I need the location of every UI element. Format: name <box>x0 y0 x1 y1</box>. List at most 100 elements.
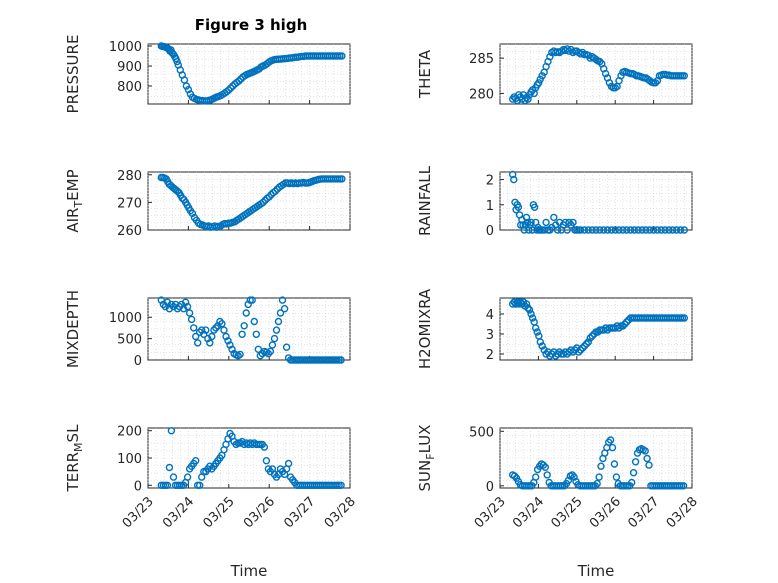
data-point <box>680 226 688 234</box>
data-point <box>638 226 646 234</box>
data-point <box>630 226 639 234</box>
subplot-8: 0 500 03/23 03/24 03/25 03/26 03/27 03/28 SUNFLU… <box>416 425 701 580</box>
data-point <box>189 324 198 332</box>
data-point <box>542 218 550 227</box>
data-point <box>680 314 688 322</box>
y-axis-label: AIRTEMP <box>64 169 85 232</box>
data-point <box>595 473 603 481</box>
y-axis-label: TERRMSL <box>64 424 85 493</box>
data-point <box>680 72 688 80</box>
data-point <box>338 52 346 60</box>
data-point <box>582 340 591 348</box>
data-point <box>225 86 233 94</box>
data-point <box>641 447 649 455</box>
data-point <box>183 473 192 481</box>
data-point <box>606 436 615 444</box>
data-point <box>679 482 688 490</box>
data-point <box>607 226 616 234</box>
y-tick-label: 1 <box>486 199 494 214</box>
data-point <box>610 460 619 468</box>
data-point <box>672 226 681 234</box>
y-tick-label: 4 <box>486 308 494 323</box>
data-point <box>525 306 534 314</box>
data-point <box>214 322 222 330</box>
data-point <box>578 344 587 352</box>
data-point <box>528 314 537 322</box>
data-point <box>569 218 577 227</box>
data-point <box>242 309 250 317</box>
data-point <box>623 226 631 234</box>
data-point <box>631 458 640 466</box>
data-point <box>165 463 174 472</box>
data-point <box>165 305 174 313</box>
data-point <box>535 79 543 87</box>
data-point <box>642 226 650 234</box>
data-point <box>580 226 589 234</box>
data-point <box>597 462 605 470</box>
data-point <box>653 226 662 234</box>
data-point <box>266 347 275 356</box>
y-tick-label: 800 <box>117 80 142 95</box>
data-point <box>601 69 610 78</box>
data-point <box>665 226 673 234</box>
y-axis-label: SUNFLUX <box>416 425 437 492</box>
data-point <box>564 476 573 485</box>
data-point <box>575 348 583 356</box>
data-point <box>524 95 532 103</box>
data-point <box>629 469 638 477</box>
data-point <box>593 479 601 488</box>
data-point <box>229 82 237 90</box>
data-point <box>541 463 549 471</box>
subplot-5: 0 500 1000 MIXDEPTH <box>64 290 351 369</box>
data-point <box>533 328 541 336</box>
data-point <box>596 226 604 234</box>
data-point <box>338 175 346 183</box>
data-point <box>227 84 235 92</box>
data-point <box>238 330 246 338</box>
data-point <box>262 457 271 465</box>
data-point <box>510 175 518 184</box>
data-point <box>649 226 658 234</box>
x-tick-label: 03/24 <box>160 494 197 531</box>
data-point <box>643 454 651 463</box>
data-point <box>530 203 539 212</box>
x-tick-label: 03/27 <box>281 494 318 531</box>
subplot-4: 0 1 2 RAINFALL <box>416 165 693 239</box>
x-tick-label: 03/27 <box>625 494 662 531</box>
data-point <box>272 326 281 334</box>
data-point <box>603 226 612 234</box>
data-point <box>646 226 654 234</box>
x-tick-label: 03/28 <box>664 494 701 531</box>
data-point <box>540 346 548 354</box>
data-point <box>173 57 181 66</box>
data-point <box>222 332 230 341</box>
data-point <box>183 302 192 311</box>
data-point <box>200 330 208 338</box>
data-point <box>202 326 210 334</box>
data-point <box>236 350 244 359</box>
data-point <box>252 330 260 338</box>
y-tick-label: 285 <box>469 52 494 67</box>
data-point <box>522 300 531 308</box>
data-point <box>191 332 200 341</box>
y-axis-label: MIXDEPTH <box>64 290 82 368</box>
data-point <box>543 471 551 479</box>
data-point <box>206 339 214 347</box>
y-tick-label: 0 <box>134 354 142 369</box>
data-point <box>278 296 287 304</box>
data-point <box>657 226 665 234</box>
data-point <box>651 79 660 87</box>
data-point <box>605 79 614 87</box>
y-tick-label: 500 <box>117 333 142 348</box>
data-point <box>615 324 623 332</box>
data-point <box>608 443 617 452</box>
data-point <box>676 226 685 234</box>
y-axis-label: RAINFALL <box>416 165 434 236</box>
data-point <box>284 354 293 362</box>
data-point <box>337 481 345 489</box>
data-point <box>553 226 562 234</box>
data-point <box>254 345 262 353</box>
data-point <box>590 330 598 338</box>
data-point <box>270 334 279 343</box>
data-point <box>561 218 569 227</box>
